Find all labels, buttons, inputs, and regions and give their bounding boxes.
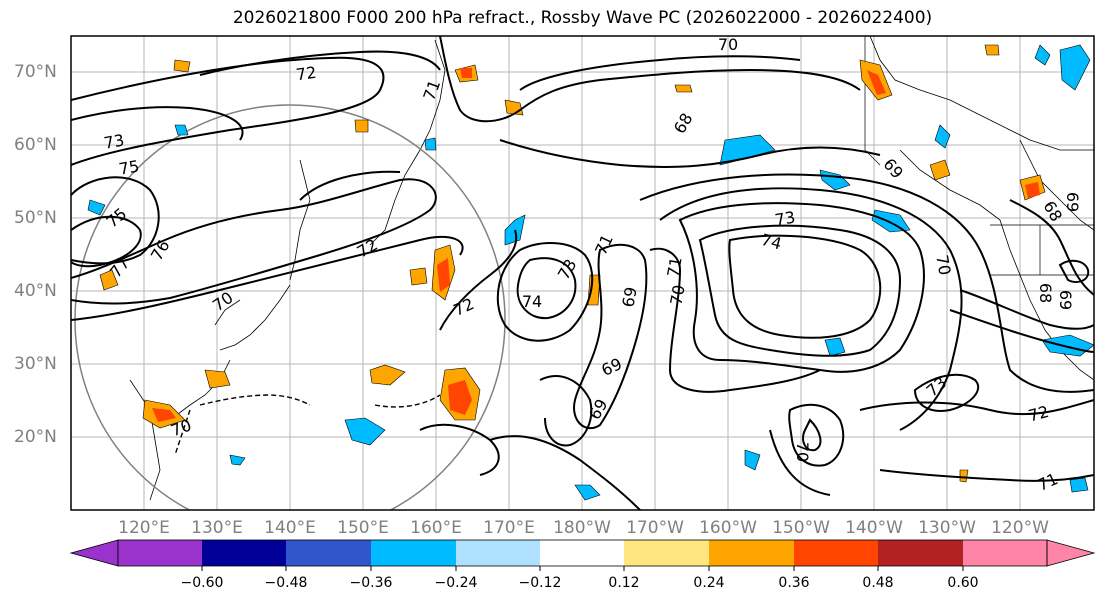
contour-label: 72 [354,235,381,262]
contour-label: 71 [1034,469,1060,495]
contour-label: 73 [923,373,951,401]
contour-label: 74 [759,230,784,254]
colorbar-segment [794,540,878,566]
colorbar-segment [286,540,371,566]
colorbar-segment [963,540,1047,566]
lon-label: 160°E [410,518,462,538]
lat-label: 70°N [14,62,57,82]
lon-label: 130°W [918,518,976,538]
contour-label: 76 [147,237,174,264]
contour-label: 69 [879,155,907,183]
colorbar-segment [878,540,963,566]
lat-label: 40°N [14,281,57,301]
colorbar-tick-label: 0.24 [693,575,725,591]
lon-label: 170°E [483,518,535,538]
colorbar-tick-label: 0.12 [608,575,640,591]
lat-label: 20°N [14,427,57,447]
lon-label: 130°E [191,518,243,538]
contour-label: 73 [773,207,796,229]
colorbar-outline [117,539,1048,567]
colorbar-tick-label: −0.48 [264,575,308,591]
contour-label: 74 [522,292,542,311]
contour-label: 75 [117,156,140,178]
contour-label: 68 [670,110,697,137]
colorbar-tick-label: −0.36 [349,575,393,591]
contour-label: 68 [1036,283,1055,303]
contour-label: 70 [666,283,688,306]
lon-label: 140°W [845,518,903,538]
colorbar-tick-label: −0.12 [518,575,562,591]
contour-label: 73 [102,130,125,152]
lon-label: 170°W [626,518,684,538]
contour-label: 69 [1063,192,1082,212]
contour-label: 69 [1056,290,1075,310]
contour-label: 72 [295,63,318,85]
contour-label-group: 70 72 71 68 73 75 75 76 77 72 72 74 73 7… [102,35,1082,495]
thin-contours [174,394,441,456]
contour-label: 69 [618,285,640,308]
strong-positive-cores [152,68,1040,422]
lon-label: 180°W [553,518,611,538]
contour-label: 70 [718,35,738,54]
colorbar-segment [709,540,794,566]
lat-label: 60°N [14,135,57,155]
colorbar-extend-low [69,539,119,567]
contour-label: 72 [450,294,476,320]
colorbar [69,539,1096,571]
contour-label: 72 [1026,402,1051,426]
colorbar-segment [118,540,202,566]
lon-label: 150°E [337,518,389,538]
map-frame [70,35,1095,511]
lon-label: 160°W [699,518,757,538]
lon-label: 150°W [772,518,830,538]
colorbar-segment [456,540,540,566]
colorbar-extend-high [1046,539,1096,567]
colorbar-segment [371,540,456,566]
colorbar-segment [624,540,709,566]
lat-label: 30°N [14,354,57,374]
colorbar-tick-label: 0.36 [778,575,810,591]
colorbar-tick-label: 0.60 [947,575,979,591]
contour-label: 70 [932,253,954,276]
colorbar-tick-label: −0.24 [434,575,478,591]
colorbar-tick-label: −0.60 [180,575,224,591]
lon-label: 120°E [118,518,170,538]
refractivity-contours [71,36,1094,510]
colorbar-segment [540,540,624,566]
colorbar-tick-label: 0.48 [862,575,894,591]
lat-label: 50°N [14,208,57,228]
contour-label: 71 [663,255,685,278]
lon-label: 120°W [991,518,1049,538]
contour-label: 69 [598,354,624,380]
lon-label: 140°E [264,518,316,538]
map-title: 2026021800 F000 200 hPa refract., Rossby… [232,8,933,28]
contour-label: 70 [793,442,812,462]
contour-label: 71 [591,231,617,257]
colorbar-segment [202,540,286,566]
